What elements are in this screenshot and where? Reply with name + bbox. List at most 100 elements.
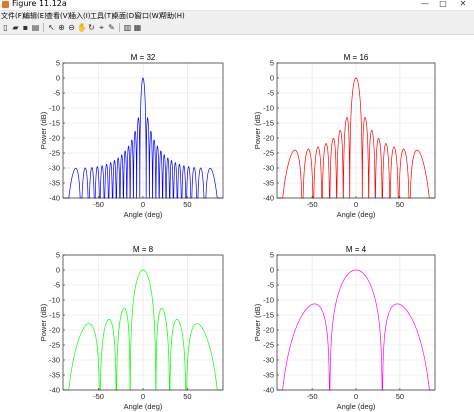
save-icon[interactable]: ▪ <box>22 23 29 32</box>
menu-file[interactable]: 文件(F) <box>1 12 25 20</box>
x-axis-label: Angle (deg) <box>124 210 163 219</box>
x-tick-label: 0 <box>354 392 358 401</box>
y-tick-label: 0 <box>56 74 60 83</box>
y-tick-label: -20 <box>49 326 60 335</box>
x-tick-label: 50 <box>183 200 191 209</box>
colorbar-icon[interactable]: ▥ <box>123 23 132 32</box>
y-tick-label: -5 <box>267 89 274 98</box>
y-tick-label: -15 <box>263 119 274 128</box>
legend-icon[interactable]: ▦ <box>133 23 142 32</box>
open-file-icon[interactable]: ▰ <box>12 23 19 32</box>
toolbar-separator <box>119 23 120 32</box>
y-tick-label: -15 <box>49 311 60 320</box>
y-tick-label: -25 <box>263 341 274 350</box>
y-tick-label: -20 <box>263 134 274 143</box>
y-tick-label: -35 <box>49 371 60 380</box>
toolbar: ▯ ▰ ▪ ▤ ↖ ⊕ ⊖ ✋ ↻ ⌖ ✎ ▥ ▦ <box>0 22 474 35</box>
x-tick-label: 0 <box>354 200 358 209</box>
chart-title: M = 32 <box>131 53 156 62</box>
pan-icon[interactable]: ✋ <box>77 23 87 32</box>
x-axis-label: Angle (deg) <box>337 402 376 411</box>
figure-canvas: -50 0 50 5 0 -5 -10 -15 -20 -25 -30 -35 -40 M = 32 Ang… <box>0 35 474 412</box>
pattern-line <box>63 269 223 391</box>
brush-icon[interactable]: ✎ <box>108 23 115 32</box>
zoom-out-icon[interactable]: ⊖ <box>68 23 75 32</box>
y-axis-label: Power (dB) <box>253 111 262 149</box>
x-tick-label: 50 <box>396 200 404 209</box>
new-figure-icon[interactable]: ▯ <box>3 23 8 32</box>
y-tick-label: -25 <box>49 149 60 158</box>
pattern-line <box>277 77 435 199</box>
pointer-icon[interactable]: ↖ <box>48 23 55 32</box>
data-cursor-icon[interactable]: ⌖ <box>99 23 104 32</box>
y-tick-label: -5 <box>267 281 274 290</box>
close-button[interactable]: ✕ <box>459 0 467 8</box>
y-tick-label: 5 <box>56 59 60 68</box>
chart-title: M = 4 <box>346 245 367 254</box>
x-tick-label: 0 <box>141 392 145 401</box>
y-tick-label: -35 <box>49 179 60 188</box>
y-tick-label: 0 <box>270 266 274 275</box>
y-tick-label: -35 <box>263 179 274 188</box>
y-tick-label: -30 <box>49 356 60 365</box>
y-tick-label: -10 <box>263 104 274 113</box>
y-tick-label: 5 <box>270 251 274 260</box>
x-tick-label: -50 <box>93 200 104 209</box>
window-title-bar: Figure 11.12a — □ ✕ <box>0 0 474 11</box>
y-tick-label: -25 <box>49 341 60 350</box>
y-axis-label: Power (dB) <box>39 111 48 149</box>
y-tick-label: -30 <box>263 164 274 173</box>
minimize-button[interactable]: — <box>421 0 429 8</box>
menu-tools[interactable]: 工具(T) <box>90 12 114 20</box>
y-tick-label: 0 <box>56 266 60 275</box>
y-tick-label: -40 <box>263 194 274 203</box>
y-tick-label: -30 <box>49 164 60 173</box>
pattern-line <box>63 77 223 199</box>
rotate-3d-icon[interactable]: ↻ <box>88 23 95 32</box>
x-tick-label: -50 <box>307 392 318 401</box>
y-tick-label: -40 <box>263 386 274 395</box>
x-tick-label: 50 <box>183 392 191 401</box>
chart-title: M = 8 <box>133 245 154 254</box>
chart-title: M = 16 <box>344 53 369 62</box>
x-tick-label: 50 <box>396 392 404 401</box>
x-tick-label: -50 <box>93 392 104 401</box>
y-axis-label: Power (dB) <box>39 303 48 341</box>
maximize-button[interactable]: □ <box>439 0 447 8</box>
menu-view[interactable]: 查看(V) <box>46 12 71 20</box>
y-tick-label: -5 <box>53 89 60 98</box>
y-tick-label: -10 <box>263 296 274 305</box>
menu-help[interactable]: 帮助(H) <box>160 12 185 20</box>
y-tick-label: -25 <box>263 149 274 158</box>
window-title: Figure 11.12a <box>12 0 67 8</box>
x-tick-label: -50 <box>307 200 318 209</box>
x-axis-label: Angle (deg) <box>124 402 163 411</box>
x-tick-label: 0 <box>141 200 145 209</box>
menu-desktop[interactable]: 桌面(D) <box>112 12 137 20</box>
pattern-line <box>277 269 435 391</box>
y-tick-label: -5 <box>53 281 60 290</box>
y-tick-label: -40 <box>49 194 60 203</box>
y-tick-label: -15 <box>263 311 274 320</box>
y-tick-label: -10 <box>49 104 60 113</box>
y-tick-label: -35 <box>263 371 274 380</box>
print-icon[interactable]: ▤ <box>31 23 40 32</box>
y-axis-label: Power (dB) <box>253 303 262 341</box>
menu-window[interactable]: 窗口(W) <box>135 12 162 20</box>
y-tick-label: -20 <box>49 134 60 143</box>
y-tick-label: -30 <box>263 356 274 365</box>
y-tick-label: 0 <box>270 74 274 83</box>
menu-edit[interactable]: 编辑(E) <box>23 12 47 20</box>
menu-bar: 文件(F) 编辑(E) 查看(V) 插入(I) 工具(T) 桌面(D) 窗口(W… <box>0 11 474 21</box>
y-tick-label: 5 <box>270 59 274 68</box>
y-tick-label: -15 <box>49 119 60 128</box>
zoom-in-icon[interactable]: ⊕ <box>58 23 65 32</box>
menu-insert[interactable]: 插入(I) <box>69 12 91 20</box>
matlab-icon <box>2 1 9 8</box>
x-axis-label: Angle (deg) <box>337 210 376 219</box>
